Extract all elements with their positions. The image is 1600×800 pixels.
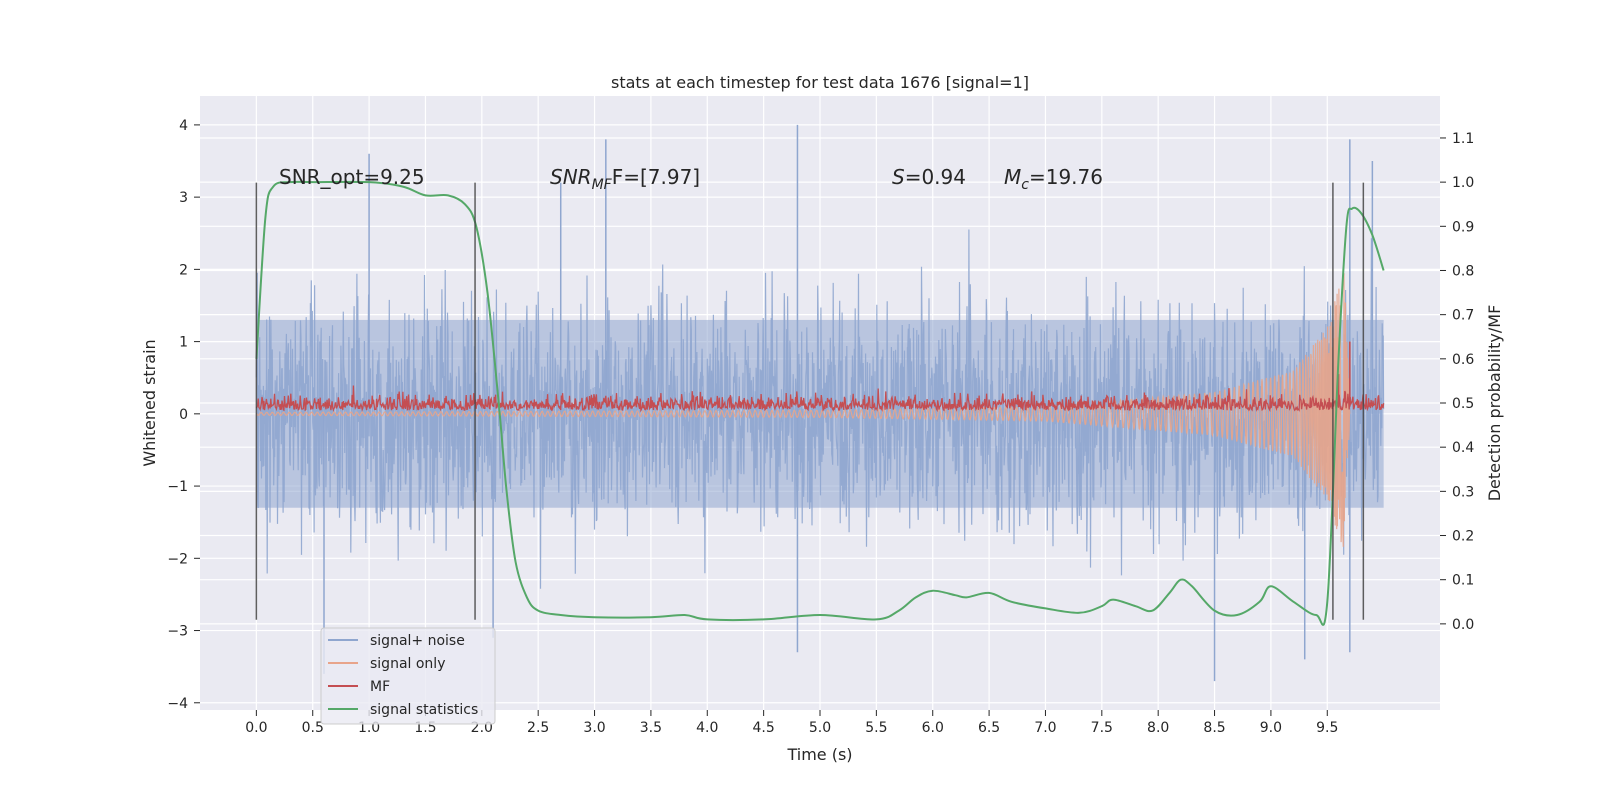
x-tick-label-9: 4.5 [753, 720, 775, 736]
annotation-s: S=0.94 [892, 165, 966, 189]
y-tick-right-label-4: 0.4 [1452, 440, 1474, 456]
x-tick-label-15: 7.5 [1091, 720, 1113, 736]
y-tick-right-label-9: 0.9 [1452, 219, 1474, 235]
series-layer [255, 124, 1385, 682]
annotation-snr-mf-sub: MF [592, 177, 613, 193]
vertical-markers [255, 182, 1365, 620]
annotation-mc: Mc=19.76 [1004, 165, 1103, 193]
x-tick-label-10: 5.0 [809, 720, 831, 736]
legend-label-mf: MF [370, 679, 390, 695]
y-tick-right-label-8: 0.8 [1452, 263, 1474, 279]
y-axis-label-right: Detection probability/MF [1485, 305, 1504, 502]
y-axis-label: Whitened strain [140, 339, 159, 466]
x-tick-label-1: 0.5 [302, 720, 324, 736]
y-tick-right-label-1: 0.1 [1452, 573, 1474, 589]
y-tick-right-label-3: 0.3 [1452, 484, 1474, 500]
x-tick-label-13: 6.5 [978, 720, 1000, 736]
y-tick-label-6: 2 [179, 262, 188, 278]
x-tick-label-8: 4.0 [696, 720, 718, 736]
series-signal-statistics-line [255, 180, 1385, 626]
y-tick-label-1: −3 [167, 624, 188, 640]
legend-label-signal-only: signal only [370, 656, 445, 672]
x-tick-label-18: 9.0 [1260, 720, 1282, 736]
annotation-s-tail: =0.94 [905, 165, 966, 189]
legend-label-signal-noise: signal+ noise [370, 633, 465, 649]
x-tick-label-7: 3.5 [640, 720, 662, 736]
y-tick-label-8: 4 [179, 118, 188, 134]
annotation-snr-opt: SNR_opt=9.25 [279, 165, 425, 189]
legend-box [320, 627, 496, 725]
x-tick-label-0: 0.0 [245, 720, 267, 736]
x-tick-label-5: 2.5 [527, 720, 549, 736]
annotation-snr-mf-main: SNR [550, 165, 592, 189]
y-tick-label-5: 1 [179, 335, 188, 351]
legend-label-signal-statistics: signal statistics [370, 702, 478, 718]
y-ticks-right: 0.0 0.1 0.2 0.3 0.4 0.5 0.6 0.7 0.8 0.9 1.0 1.1 [1440, 131, 1474, 633]
y-tick-label-3: −1 [167, 479, 188, 495]
y-tick-right-label-6: 0.6 [1452, 352, 1474, 368]
chart-title: stats at each timestep for test data 167… [611, 73, 1029, 92]
x-tick-label-6: 3.0 [583, 720, 605, 736]
x-ticks: 0.0 0.5 1.0 1.5 2.0 2.5 3.0 3.5 4.0 4.5 5.0 5.5 6.0 6… [245, 710, 1338, 736]
y-tick-label-7: 3 [179, 190, 188, 206]
y-tick-label-4: 0 [179, 407, 188, 423]
legend: signal+ noise signal only MF signal stat… [320, 627, 496, 725]
annotation-mc-sub: c [1021, 177, 1029, 193]
annotation-snr-mf: SNRMFF=[7.97] [550, 165, 700, 193]
x-tick-label-14: 7.0 [1034, 720, 1056, 736]
annotation-mc-tail: =19.76 [1029, 165, 1103, 189]
annotation-snr-mf-tail: F=[7.97] [612, 165, 700, 189]
x-axis-label: Time (s) [786, 745, 852, 764]
y-tick-right-label-5: 0.5 [1452, 396, 1474, 412]
y-ticks: −4 −3 −2 −1 0 1 2 3 4 [167, 118, 200, 712]
x-tick-label-17: 8.5 [1203, 720, 1225, 736]
y-tick-label-2: −2 [167, 551, 188, 567]
annotation-s-main: S [892, 165, 905, 189]
y-tick-label-0: −4 [167, 696, 188, 712]
y-tick-right-label-2: 0.2 [1452, 529, 1474, 545]
x-tick-label-16: 8.0 [1147, 720, 1169, 736]
x-tick-label-12: 6.0 [922, 720, 944, 736]
x-tick-label-11: 5.5 [865, 720, 887, 736]
y-tick-right-label-7: 0.7 [1452, 308, 1474, 324]
series-mf-line [255, 385, 1385, 413]
y-tick-right-label-10: 1.0 [1452, 175, 1474, 191]
annotation-mc-main: M [1004, 165, 1021, 189]
x-tick-label-19: 9.5 [1316, 720, 1338, 736]
y-tick-right-label-0: 0.0 [1452, 617, 1474, 633]
y-tick-right-label-11: 1.1 [1452, 131, 1474, 147]
